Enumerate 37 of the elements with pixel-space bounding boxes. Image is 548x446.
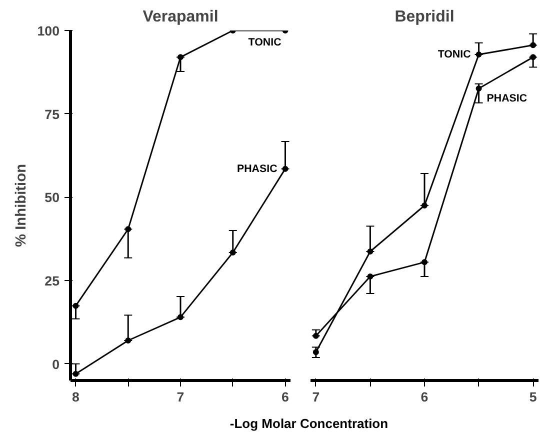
y-axis-title: % Inhibition bbox=[13, 164, 30, 248]
point bbox=[422, 202, 428, 208]
chart-title: Verapamil bbox=[142, 8, 218, 26]
y-tick-label: 0 bbox=[52, 356, 60, 372]
x-tick-label: 8 bbox=[72, 390, 80, 404]
point bbox=[476, 52, 482, 58]
point bbox=[312, 349, 319, 356]
x-axis-title: -Log Molar Concentration bbox=[230, 415, 388, 433]
point bbox=[125, 226, 132, 232]
point bbox=[72, 370, 79, 377]
x-tick-label: 6 bbox=[282, 390, 289, 404]
point bbox=[230, 250, 236, 256]
point bbox=[476, 86, 482, 92]
point bbox=[312, 332, 319, 339]
series-label: PHASIC bbox=[237, 162, 278, 175]
y-tick-label: 50 bbox=[44, 190, 60, 206]
series-label: TONIC bbox=[248, 36, 282, 48]
point bbox=[72, 302, 79, 309]
series-label: PHASIC bbox=[486, 92, 528, 104]
point bbox=[178, 54, 184, 60]
point bbox=[530, 42, 536, 48]
x-tick-label: 5 bbox=[529, 390, 538, 404]
point bbox=[367, 248, 374, 254]
y-tick-label: 25 bbox=[44, 274, 60, 288]
point bbox=[282, 166, 288, 172]
x-tick-label: 6 bbox=[420, 390, 428, 404]
point bbox=[125, 338, 132, 344]
point bbox=[530, 54, 536, 60]
y-tick-label: 100 bbox=[37, 24, 60, 38]
point bbox=[178, 314, 184, 320]
chart-title: Bepridil bbox=[394, 8, 454, 26]
point bbox=[367, 274, 374, 280]
point bbox=[422, 259, 428, 266]
x-tick-label: 7 bbox=[312, 390, 320, 404]
y-tick-label: 75 bbox=[44, 106, 60, 122]
x-tick-label: 7 bbox=[176, 390, 184, 404]
series-label: TONIC bbox=[438, 48, 472, 60]
